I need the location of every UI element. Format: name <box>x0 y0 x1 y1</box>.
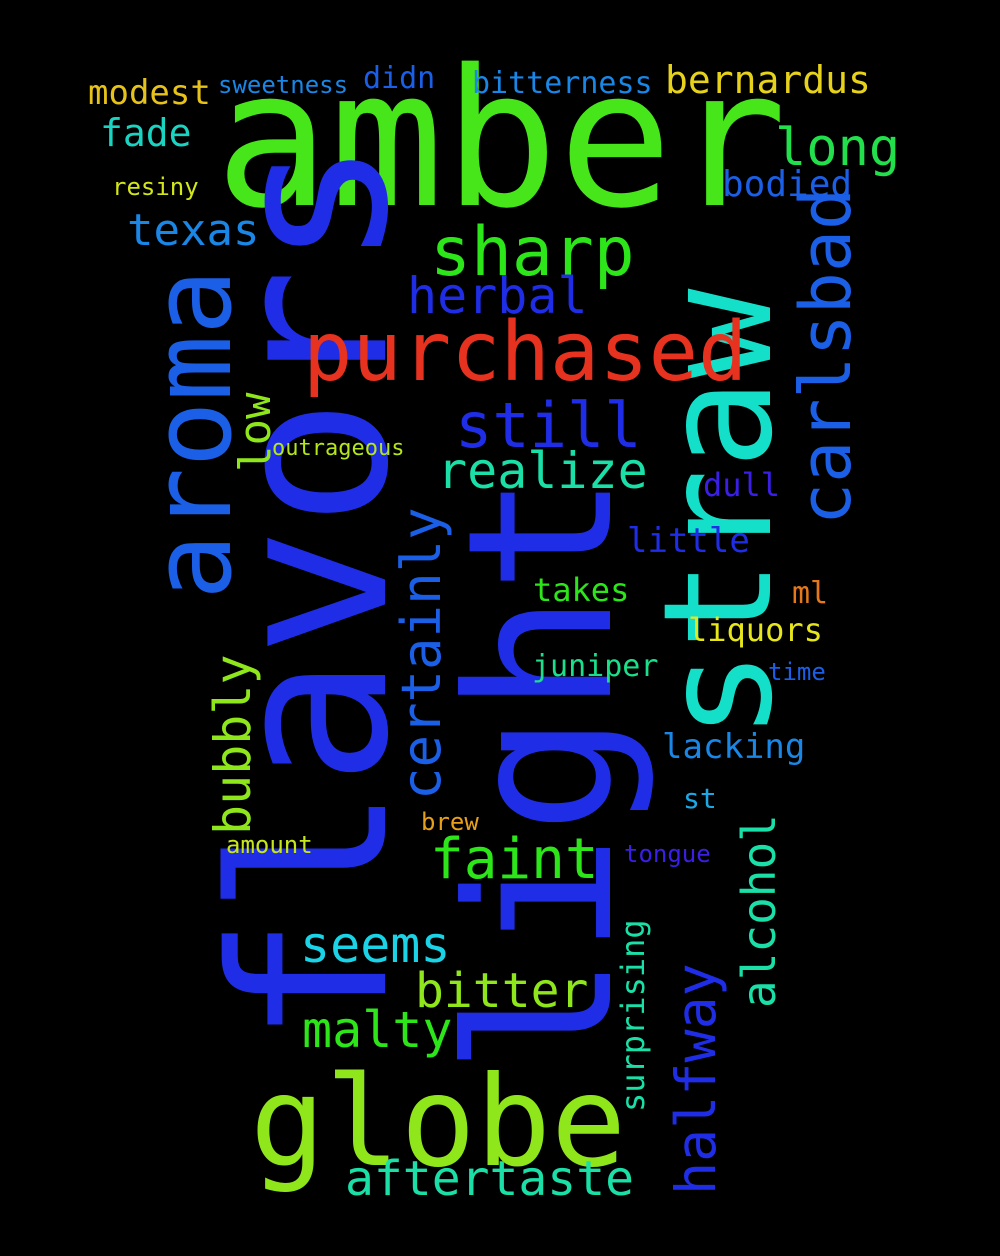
word-amount: amount <box>226 831 313 859</box>
word-bubbly: bubbly <box>204 654 262 835</box>
word-surprising: surprising <box>614 919 652 1112</box>
word-aroma: aroma <box>128 269 256 600</box>
word-long: long <box>775 118 900 178</box>
word-straw: straw <box>632 288 806 740</box>
word-carlsbad: carlsbad <box>785 188 867 525</box>
word-realize: realize <box>437 442 648 500</box>
word-fade: fade <box>100 111 192 155</box>
word-certainly: certainly <box>390 507 453 800</box>
word-globe: globe <box>250 1050 626 1195</box>
word-still: still <box>455 389 642 462</box>
word-herbal: herbal <box>407 267 588 325</box>
word-st: st <box>683 782 717 815</box>
word-lacking: lacking <box>662 727 805 767</box>
word-dull: dull <box>703 466 780 504</box>
word-faint: faint <box>430 827 599 892</box>
word-seems: seems <box>300 916 451 974</box>
word-modest: modest <box>88 73 211 113</box>
word-tongue: tongue <box>624 840 711 868</box>
word-takes: takes <box>533 571 629 609</box>
word-alcohol: alcohol <box>732 814 786 1008</box>
word-little: little <box>627 521 750 561</box>
word-halfway: halfway <box>664 963 728 1195</box>
word-flavors: flavors <box>185 139 436 1045</box>
word-texas: texas <box>127 205 259 256</box>
word-bodied: bodied <box>722 164 852 205</box>
word-brew: brew <box>421 808 479 836</box>
word-sweetness: sweetness <box>218 71 348 99</box>
word-low: low <box>230 392 281 472</box>
word-bitter: bitter <box>415 963 588 1019</box>
word-outrageous: outrageous <box>272 436 404 461</box>
word-didn: didn <box>363 61 435 96</box>
word-time: time <box>768 658 826 686</box>
word-sharp: sharp <box>430 213 635 292</box>
word-bitterness: bitterness <box>472 66 653 101</box>
word-light: light <box>425 473 658 1075</box>
word-ml: ml <box>792 576 828 611</box>
word-malty: malty <box>302 1001 453 1059</box>
word-bernardus: bernardus <box>665 58 871 102</box>
word-purchased: purchased <box>303 305 747 400</box>
word-aftertaste: aftertaste <box>345 1151 634 1207</box>
word-liquors: liquors <box>688 611 823 649</box>
word-amber: amber <box>215 29 787 250</box>
word-resiny: resiny <box>112 173 199 201</box>
word-juniper: juniper <box>532 649 658 684</box>
